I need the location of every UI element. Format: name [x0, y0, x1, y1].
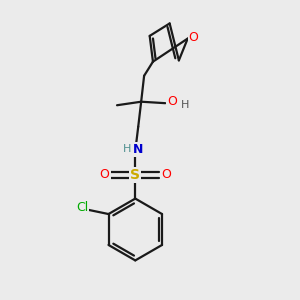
Text: S: S: [130, 168, 140, 182]
Text: O: O: [167, 95, 177, 108]
Text: O: O: [189, 31, 199, 44]
Text: H: H: [123, 144, 131, 154]
Text: O: O: [161, 168, 171, 181]
Text: N: N: [133, 142, 143, 156]
Text: Cl: Cl: [76, 201, 88, 214]
Text: O: O: [100, 168, 110, 181]
Text: H: H: [181, 100, 189, 110]
